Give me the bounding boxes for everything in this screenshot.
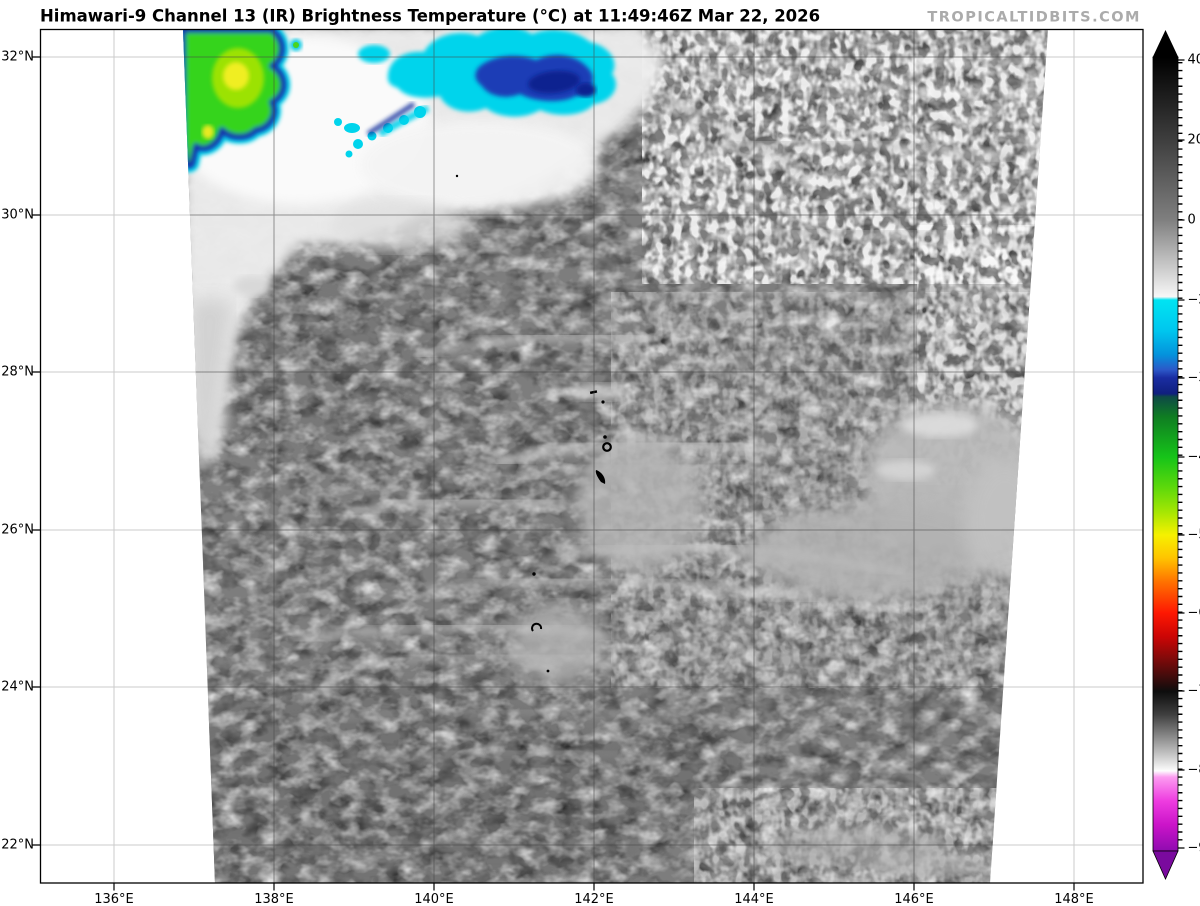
colorbar-tick-label: −40	[1188, 450, 1200, 465]
colorbar-tick-label: −60	[1188, 606, 1200, 621]
grid-lines-on-swath	[183, 29, 1048, 883]
cold-cloud-mass-cyan	[334, 29, 616, 158]
colorbar-tick-label: 40	[1188, 53, 1200, 68]
colorbar-tick-label: −50	[1188, 528, 1200, 543]
satellite-swath	[183, 29, 1048, 883]
axis-ticks	[32, 56, 1075, 891]
watermark: TROPICALTIDBITS.COM	[927, 10, 1141, 26]
x-tick-label: 148°E	[1054, 892, 1094, 906]
y-axis-tick-labels: 32°N 30°N 28°N 26°N 24°N 22°N	[1, 50, 34, 853]
colorbar: 40 20 0 −20 −30 −40 −50 −60 −70 −80 −90	[1152, 30, 1200, 880]
convection-green-cluster	[183, 29, 302, 173]
x-tick-label: 140°E	[414, 892, 454, 906]
x-tick-label: 146°E	[894, 892, 934, 906]
y-tick-label: 26°N	[1, 523, 34, 538]
colorbar-major-ticks	[1178, 59, 1185, 849]
page-title: Himawari-9 Channel 13 (IR) Brightness Te…	[40, 7, 820, 26]
y-tick-label: 24°N	[1, 680, 34, 695]
colorbar-gradient	[1152, 56, 1179, 852]
colorbar-tick-label: 0	[1188, 213, 1196, 228]
cloud-texture-layer	[296, 29, 1048, 883]
y-tick-label: 32°N	[1, 50, 34, 65]
x-tick-label: 144°E	[734, 892, 774, 906]
x-tick-label: 136°E	[94, 892, 134, 906]
y-tick-label: 22°N	[1, 838, 34, 853]
y-tick-label: 30°N	[1, 208, 34, 223]
island-outline-marks	[455, 174, 612, 673]
colorbar-tick-labels: 40 20 0 −20 −30 −40 −50 −60 −70 −80 −90	[1188, 53, 1200, 856]
colorbar-tick-label: −80	[1188, 763, 1200, 778]
colorbar-tick-label: −20	[1188, 293, 1200, 308]
colorbar-tick-label: −90	[1188, 841, 1200, 856]
y-tick-label: 28°N	[1, 365, 34, 380]
colorbar-tick-label: −30	[1188, 371, 1200, 386]
colorbar-extend-below-arrow	[1152, 850, 1179, 880]
x-axis-tick-labels: 136°E 138°E 140°E 142°E 144°E 146°E 148°…	[94, 892, 1094, 906]
plot-border	[39, 28, 1144, 884]
colorbar-tick-label: −70	[1188, 684, 1200, 699]
colorbar-tick-label: 20	[1188, 133, 1200, 148]
x-tick-label: 142°E	[574, 892, 614, 906]
x-tick-label: 138°E	[254, 892, 294, 906]
